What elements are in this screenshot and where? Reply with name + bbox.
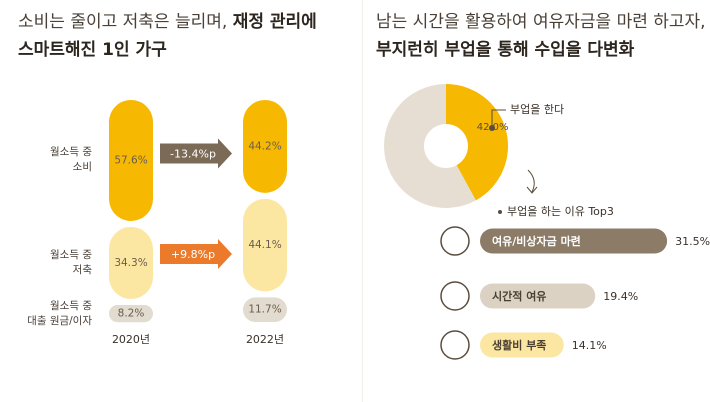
series-label: 월소득 중 소비: [50, 146, 92, 174]
deco-arrow: [526, 169, 538, 194]
icon-ring: [440, 226, 470, 256]
annotation: +9.8%p: [171, 248, 215, 261]
icon-ring: [440, 330, 470, 360]
value-label: 14.1%: [572, 339, 607, 352]
pill-segment: [109, 304, 153, 323]
value-label: 19.4%: [603, 290, 638, 303]
value-label: 8.2%: [118, 308, 145, 320]
value-label: 31.5%: [675, 235, 710, 248]
value-label: 44.2%: [248, 140, 281, 152]
icon-ring: [440, 281, 470, 311]
annotation: -13.4%p: [170, 147, 216, 160]
arrow: [160, 138, 232, 169]
category-label: 여유/비상자금 마련: [492, 234, 581, 248]
pill-segment: [243, 100, 287, 193]
bullet: [498, 210, 502, 214]
value-label: 34.3%: [114, 257, 147, 269]
chart-title: 부업을 하는 이유 Top3: [507, 204, 614, 218]
x-tick-label: 2022년: [246, 333, 284, 346]
title-part: 남는 시간을 활용하여 여유자금을 마련 하고자,: [376, 12, 706, 32]
pill-segment: [109, 100, 153, 221]
title-part: 부지런히 부업을 통해 수입을 다변화: [376, 40, 635, 60]
series-label: 월소득 중 저축: [50, 248, 92, 276]
title-part: 소비는 줄이고 저축은 늘리며,: [18, 12, 233, 32]
x-tick-label: 2020년: [112, 333, 150, 346]
pill-segment: [243, 297, 287, 322]
category-label: 부업을 한다: [510, 103, 564, 116]
value-label: 44.1%: [248, 239, 281, 251]
series-label: 월소득 중 대출 원금/이자: [27, 299, 92, 327]
category-label: 생활비 부족: [492, 338, 546, 352]
value-label: 11.7%: [248, 304, 281, 316]
donut-slice: [383, 84, 476, 208]
bar: [480, 283, 596, 309]
arrow: [160, 239, 232, 270]
title-part: 재정 관리에: [232, 12, 317, 32]
right-title: 남는 시간을 활용하여 여유자금을 마련 하고자, 부지런히 부업을 통해 수입을…: [376, 8, 706, 64]
category-label: 시간적 여유: [492, 289, 546, 303]
value-label: 57.6%: [114, 154, 147, 166]
leader-line: [491, 109, 506, 128]
title-part: 스마트해진 1인 가구: [18, 40, 167, 60]
bar: [480, 228, 668, 254]
bar: [480, 332, 564, 358]
pill-segment: [243, 198, 287, 292]
pill-segment: [109, 226, 153, 299]
divider: [362, 0, 363, 402]
